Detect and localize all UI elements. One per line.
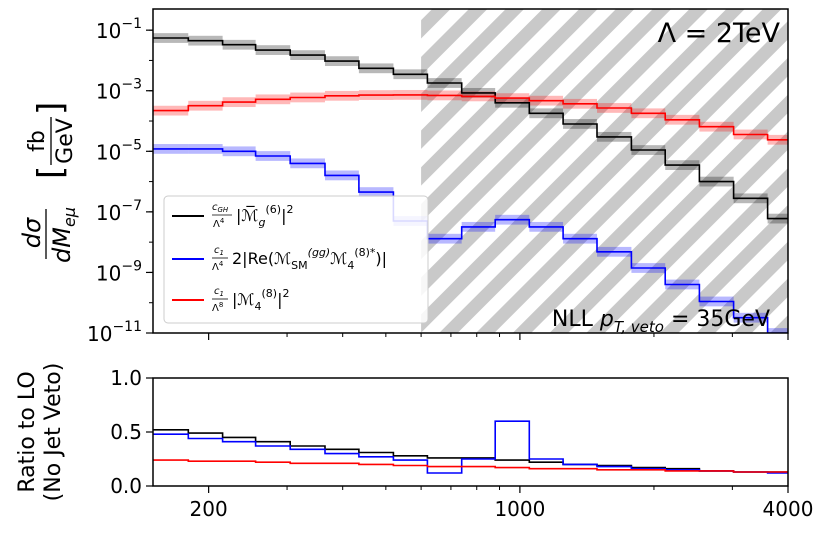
ratio-y-tick-label-1: 0.5	[110, 420, 142, 444]
svg-text:Λ4: Λ4	[212, 260, 224, 273]
ratio-plot-panel: 0.0 0.5 1.0 200 1000 4000 Ratio to LO (No Je…	[15, 363, 813, 521]
legend-entry-black: cGH Λ4 |ℳ̅g(6)|2	[172, 202, 293, 230]
ratio-y-tick-label-0: 0.0	[110, 474, 142, 498]
ratio-line-red	[153, 459, 788, 473]
y-tick-label-1: 10−3	[96, 77, 142, 104]
series-line-2	[153, 94, 788, 141]
uncertainty-band-s1-bin18	[767, 328, 788, 333]
legend: cGH Λ4 |ℳ̅g(6)|2 c1 Λ4 2|Re(ℳSM(gg)ℳ4(8)…	[163, 195, 429, 324]
series-line-0	[153, 37, 788, 220]
hatched-excluded-region	[421, 9, 788, 333]
y-tick-label-4: 10−9	[96, 258, 142, 285]
svg-text:Λ4: Λ4	[213, 217, 225, 230]
ratio-line-black	[153, 429, 788, 473]
y-tick-label-2: 10−5	[96, 137, 142, 164]
svg-text:c1: c1	[214, 286, 224, 298]
ratio-y-tick-label-2: 1.0	[110, 366, 142, 390]
ratio-y-axis-title: Ratio to LO (No Jet Veto)	[15, 363, 66, 502]
main-y-axis-title: dσ dMeμ [ fb GeV ]	[18, 102, 79, 263]
ratio-line-blue	[153, 420, 788, 474]
y-tick-label-5: 10−11	[87, 319, 142, 346]
legend-box	[163, 195, 429, 324]
y-tick-label-0: 10−1	[96, 16, 142, 43]
svg-text:Ratio to LO: Ratio to LO	[15, 371, 40, 492]
svg-text:c1: c1	[214, 245, 224, 257]
series-line-1	[153, 148, 788, 333]
svg-text:Λ8: Λ8	[212, 301, 223, 314]
svg-text:]: ]	[31, 102, 71, 115]
legend-entry-red: c1 Λ8 |ℳ4(8)|2	[172, 286, 289, 314]
x-tick-label-1: 1000	[494, 497, 545, 521]
x-tick-label-2: 4000	[763, 497, 814, 521]
ratio-plot-frame	[152, 377, 789, 487]
svg-text:[: [	[31, 166, 71, 179]
svg-text:(No Jet Veto): (No Jet Veto)	[41, 363, 66, 502]
svg-text:|ℳ4(8)|2: |ℳ4(8)|2	[232, 287, 289, 313]
lambda-annotation: Λ = 2TeV	[658, 18, 781, 49]
svg-text:dσ: dσ	[18, 217, 46, 248]
svg-text:GeV: GeV	[53, 118, 78, 164]
svg-text:|ℳ̅g(6)|2: |ℳ̅g(6)|2	[236, 203, 293, 229]
x-tick-label-0: 200	[190, 497, 228, 521]
svg-text:dMeμ: dMeμ	[48, 207, 79, 263]
main-plot-panel: 10−110−310−510−710−910−11 Λ = 2TeV NLL p…	[18, 8, 789, 346]
svg-text:fb: fb	[25, 130, 50, 152]
main-plot-frame	[152, 8, 789, 334]
y-tick-label-3: 10−7	[96, 198, 142, 225]
